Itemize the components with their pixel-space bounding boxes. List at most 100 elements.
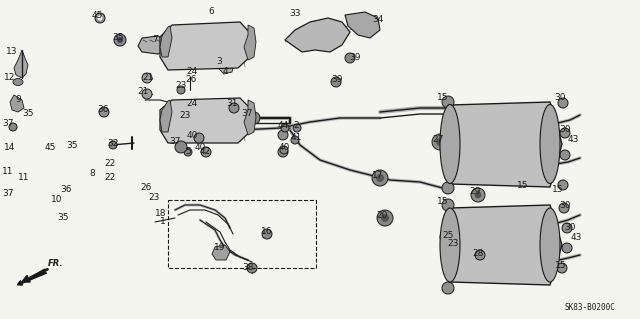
Text: 35: 35: [112, 33, 124, 41]
Circle shape: [475, 250, 485, 260]
Ellipse shape: [440, 105, 460, 183]
Circle shape: [372, 170, 388, 186]
Text: 37: 37: [241, 108, 253, 117]
Circle shape: [436, 138, 444, 146]
Text: 15: 15: [437, 197, 449, 206]
Circle shape: [280, 146, 288, 154]
Circle shape: [376, 174, 384, 182]
Text: 15: 15: [552, 186, 564, 195]
Text: 20: 20: [376, 211, 388, 219]
Circle shape: [97, 16, 102, 20]
Circle shape: [560, 128, 570, 138]
Circle shape: [248, 112, 260, 124]
Text: 45: 45: [44, 144, 56, 152]
Text: 11: 11: [19, 174, 29, 182]
Circle shape: [109, 141, 117, 149]
Circle shape: [142, 73, 152, 83]
Text: 35: 35: [57, 213, 68, 222]
Text: 42: 42: [200, 146, 211, 155]
Circle shape: [184, 148, 192, 156]
Polygon shape: [442, 102, 562, 187]
Circle shape: [175, 141, 187, 153]
Circle shape: [117, 37, 123, 43]
Text: 2: 2: [293, 122, 299, 130]
Text: 43: 43: [567, 136, 579, 145]
Text: 5: 5: [185, 146, 191, 155]
Circle shape: [331, 77, 341, 87]
Text: 18: 18: [156, 210, 167, 219]
Text: 29: 29: [469, 188, 481, 197]
Polygon shape: [10, 95, 24, 112]
Text: 40: 40: [186, 130, 198, 139]
Text: 6: 6: [208, 6, 214, 16]
Text: 30: 30: [559, 201, 571, 210]
Text: 19: 19: [214, 242, 226, 251]
Circle shape: [201, 147, 211, 157]
Circle shape: [471, 188, 485, 202]
Text: 36: 36: [60, 186, 72, 195]
Polygon shape: [160, 98, 252, 143]
Circle shape: [291, 136, 299, 144]
Text: 10: 10: [51, 196, 63, 204]
Text: 23: 23: [447, 240, 459, 249]
Polygon shape: [442, 205, 562, 285]
Text: 36: 36: [97, 106, 109, 115]
Text: 7: 7: [152, 35, 158, 44]
Polygon shape: [244, 25, 256, 60]
Text: 22: 22: [104, 173, 116, 182]
Text: 43: 43: [570, 233, 582, 241]
Text: 45: 45: [92, 11, 102, 19]
Text: FR.: FR.: [48, 259, 63, 268]
Text: 30: 30: [554, 93, 566, 102]
Text: 39: 39: [332, 76, 343, 85]
Text: 15: 15: [556, 261, 567, 270]
Polygon shape: [244, 100, 256, 135]
Text: 38: 38: [243, 263, 253, 271]
Text: 27: 27: [432, 136, 444, 145]
Polygon shape: [160, 100, 172, 132]
Text: 8: 8: [89, 168, 95, 177]
Text: 23: 23: [179, 110, 191, 120]
Text: 41: 41: [291, 132, 301, 142]
Text: 21: 21: [142, 72, 154, 81]
Text: 39: 39: [349, 53, 361, 62]
Ellipse shape: [440, 208, 460, 282]
Text: 15: 15: [437, 93, 449, 101]
Ellipse shape: [13, 78, 23, 85]
Text: 30: 30: [564, 224, 576, 233]
Circle shape: [114, 34, 126, 46]
Polygon shape: [212, 245, 230, 260]
Circle shape: [451, 243, 459, 251]
Circle shape: [142, 89, 152, 99]
Text: 30: 30: [559, 125, 571, 135]
Ellipse shape: [540, 208, 560, 282]
Circle shape: [557, 263, 567, 273]
Text: 32: 32: [108, 138, 118, 147]
Text: 44: 44: [277, 122, 289, 130]
Text: 26: 26: [140, 182, 152, 191]
Circle shape: [281, 124, 289, 132]
Circle shape: [562, 223, 572, 233]
Text: 26: 26: [186, 76, 196, 85]
Circle shape: [442, 182, 454, 194]
Circle shape: [381, 214, 389, 222]
Text: 24: 24: [186, 100, 198, 108]
Text: 11: 11: [3, 167, 13, 176]
Bar: [168, 200, 316, 268]
Text: 14: 14: [4, 144, 16, 152]
Polygon shape: [14, 50, 28, 78]
Circle shape: [194, 133, 204, 143]
Circle shape: [293, 124, 301, 132]
Text: 21: 21: [138, 87, 148, 97]
Circle shape: [442, 282, 454, 294]
Text: 15: 15: [517, 181, 529, 189]
Circle shape: [202, 148, 210, 156]
Text: 40: 40: [278, 143, 290, 152]
Circle shape: [562, 243, 572, 253]
Polygon shape: [160, 22, 252, 70]
Polygon shape: [160, 26, 172, 57]
Text: 1: 1: [160, 218, 166, 226]
Text: 3: 3: [216, 57, 222, 66]
Text: 40: 40: [195, 144, 205, 152]
Polygon shape: [345, 12, 380, 38]
